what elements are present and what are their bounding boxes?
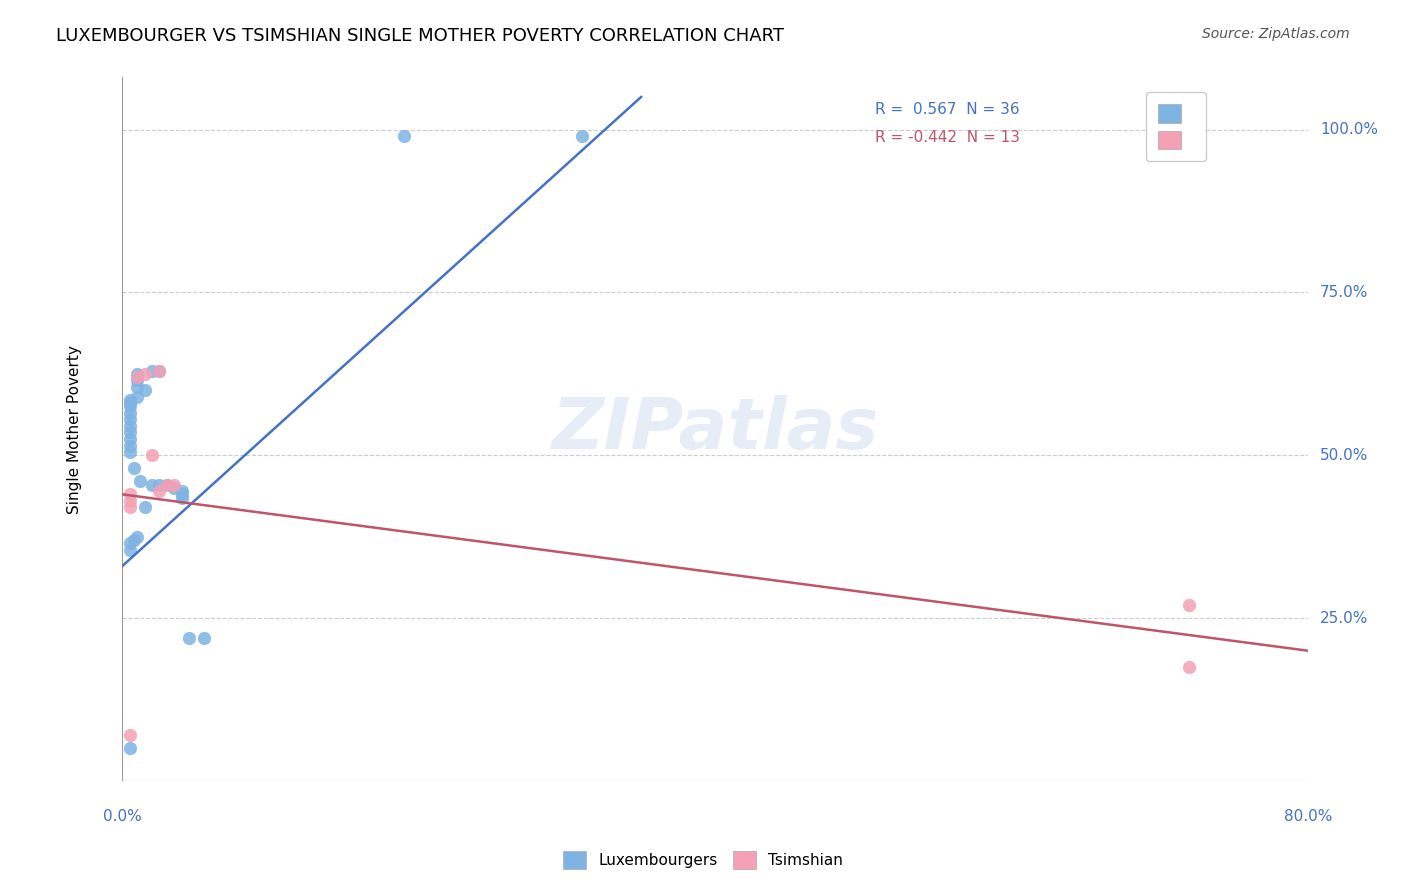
Point	[177, 631, 200, 645]
Point	[118, 406, 141, 420]
Point	[141, 363, 163, 377]
Point	[170, 487, 193, 501]
Text: 75.0%: 75.0%	[1320, 285, 1368, 300]
Text: 50.0%: 50.0%	[1320, 448, 1368, 463]
Point	[170, 484, 193, 499]
Point	[127, 380, 149, 394]
Point	[118, 419, 141, 434]
Text: Source: ZipAtlas.com: Source: ZipAtlas.com	[1202, 27, 1350, 41]
Point	[148, 477, 170, 491]
Point	[392, 129, 415, 144]
Point	[163, 477, 186, 491]
Point	[118, 542, 141, 557]
Legend: Luxembourgers, Tsimshian: Luxembourgers, Tsimshian	[557, 845, 849, 875]
Text: 100.0%: 100.0%	[1320, 122, 1378, 137]
Point	[134, 500, 156, 515]
Point	[1178, 660, 1201, 674]
Point	[170, 491, 193, 505]
Point	[118, 396, 141, 410]
Point	[156, 477, 179, 491]
Point	[127, 373, 149, 387]
Point	[118, 412, 141, 426]
Text: R =  0.567  N = 36: R = 0.567 N = 36	[876, 102, 1019, 117]
Text: LUXEMBOURGER VS TSIMSHIAN SINGLE MOTHER POVERTY CORRELATION CHART: LUXEMBOURGER VS TSIMSHIAN SINGLE MOTHER …	[56, 27, 785, 45]
Point	[127, 370, 149, 384]
Point	[118, 425, 141, 440]
Point	[163, 481, 186, 495]
Point	[148, 363, 170, 377]
Point	[148, 363, 170, 377]
Point	[122, 533, 145, 547]
Legend: , : ,	[1146, 92, 1205, 161]
Point	[118, 445, 141, 459]
Point	[193, 631, 215, 645]
Point	[127, 530, 149, 544]
Point	[1178, 598, 1201, 612]
Point	[118, 487, 141, 501]
Point	[148, 484, 170, 499]
Point	[118, 741, 141, 756]
Point	[156, 477, 179, 491]
Point	[118, 728, 141, 742]
Text: R = -0.442  N = 13: R = -0.442 N = 13	[876, 129, 1021, 145]
Text: 80.0%: 80.0%	[1284, 809, 1333, 824]
Text: Single Mother Poverty: Single Mother Poverty	[67, 345, 83, 514]
Point	[134, 367, 156, 381]
Point	[118, 494, 141, 508]
Point	[141, 477, 163, 491]
Point	[134, 383, 156, 397]
Point	[129, 475, 152, 489]
Point	[118, 438, 141, 452]
Point	[118, 400, 141, 414]
Point	[571, 129, 593, 144]
Point	[122, 461, 145, 475]
Point	[118, 392, 141, 407]
Text: 0.0%: 0.0%	[103, 809, 142, 824]
Point	[127, 367, 149, 381]
Point	[118, 536, 141, 550]
Text: 25.0%: 25.0%	[1320, 611, 1368, 625]
Text: ZIPatlas: ZIPatlas	[551, 395, 879, 464]
Point	[127, 390, 149, 404]
Point	[118, 432, 141, 446]
Point	[141, 448, 163, 462]
Point	[118, 500, 141, 515]
